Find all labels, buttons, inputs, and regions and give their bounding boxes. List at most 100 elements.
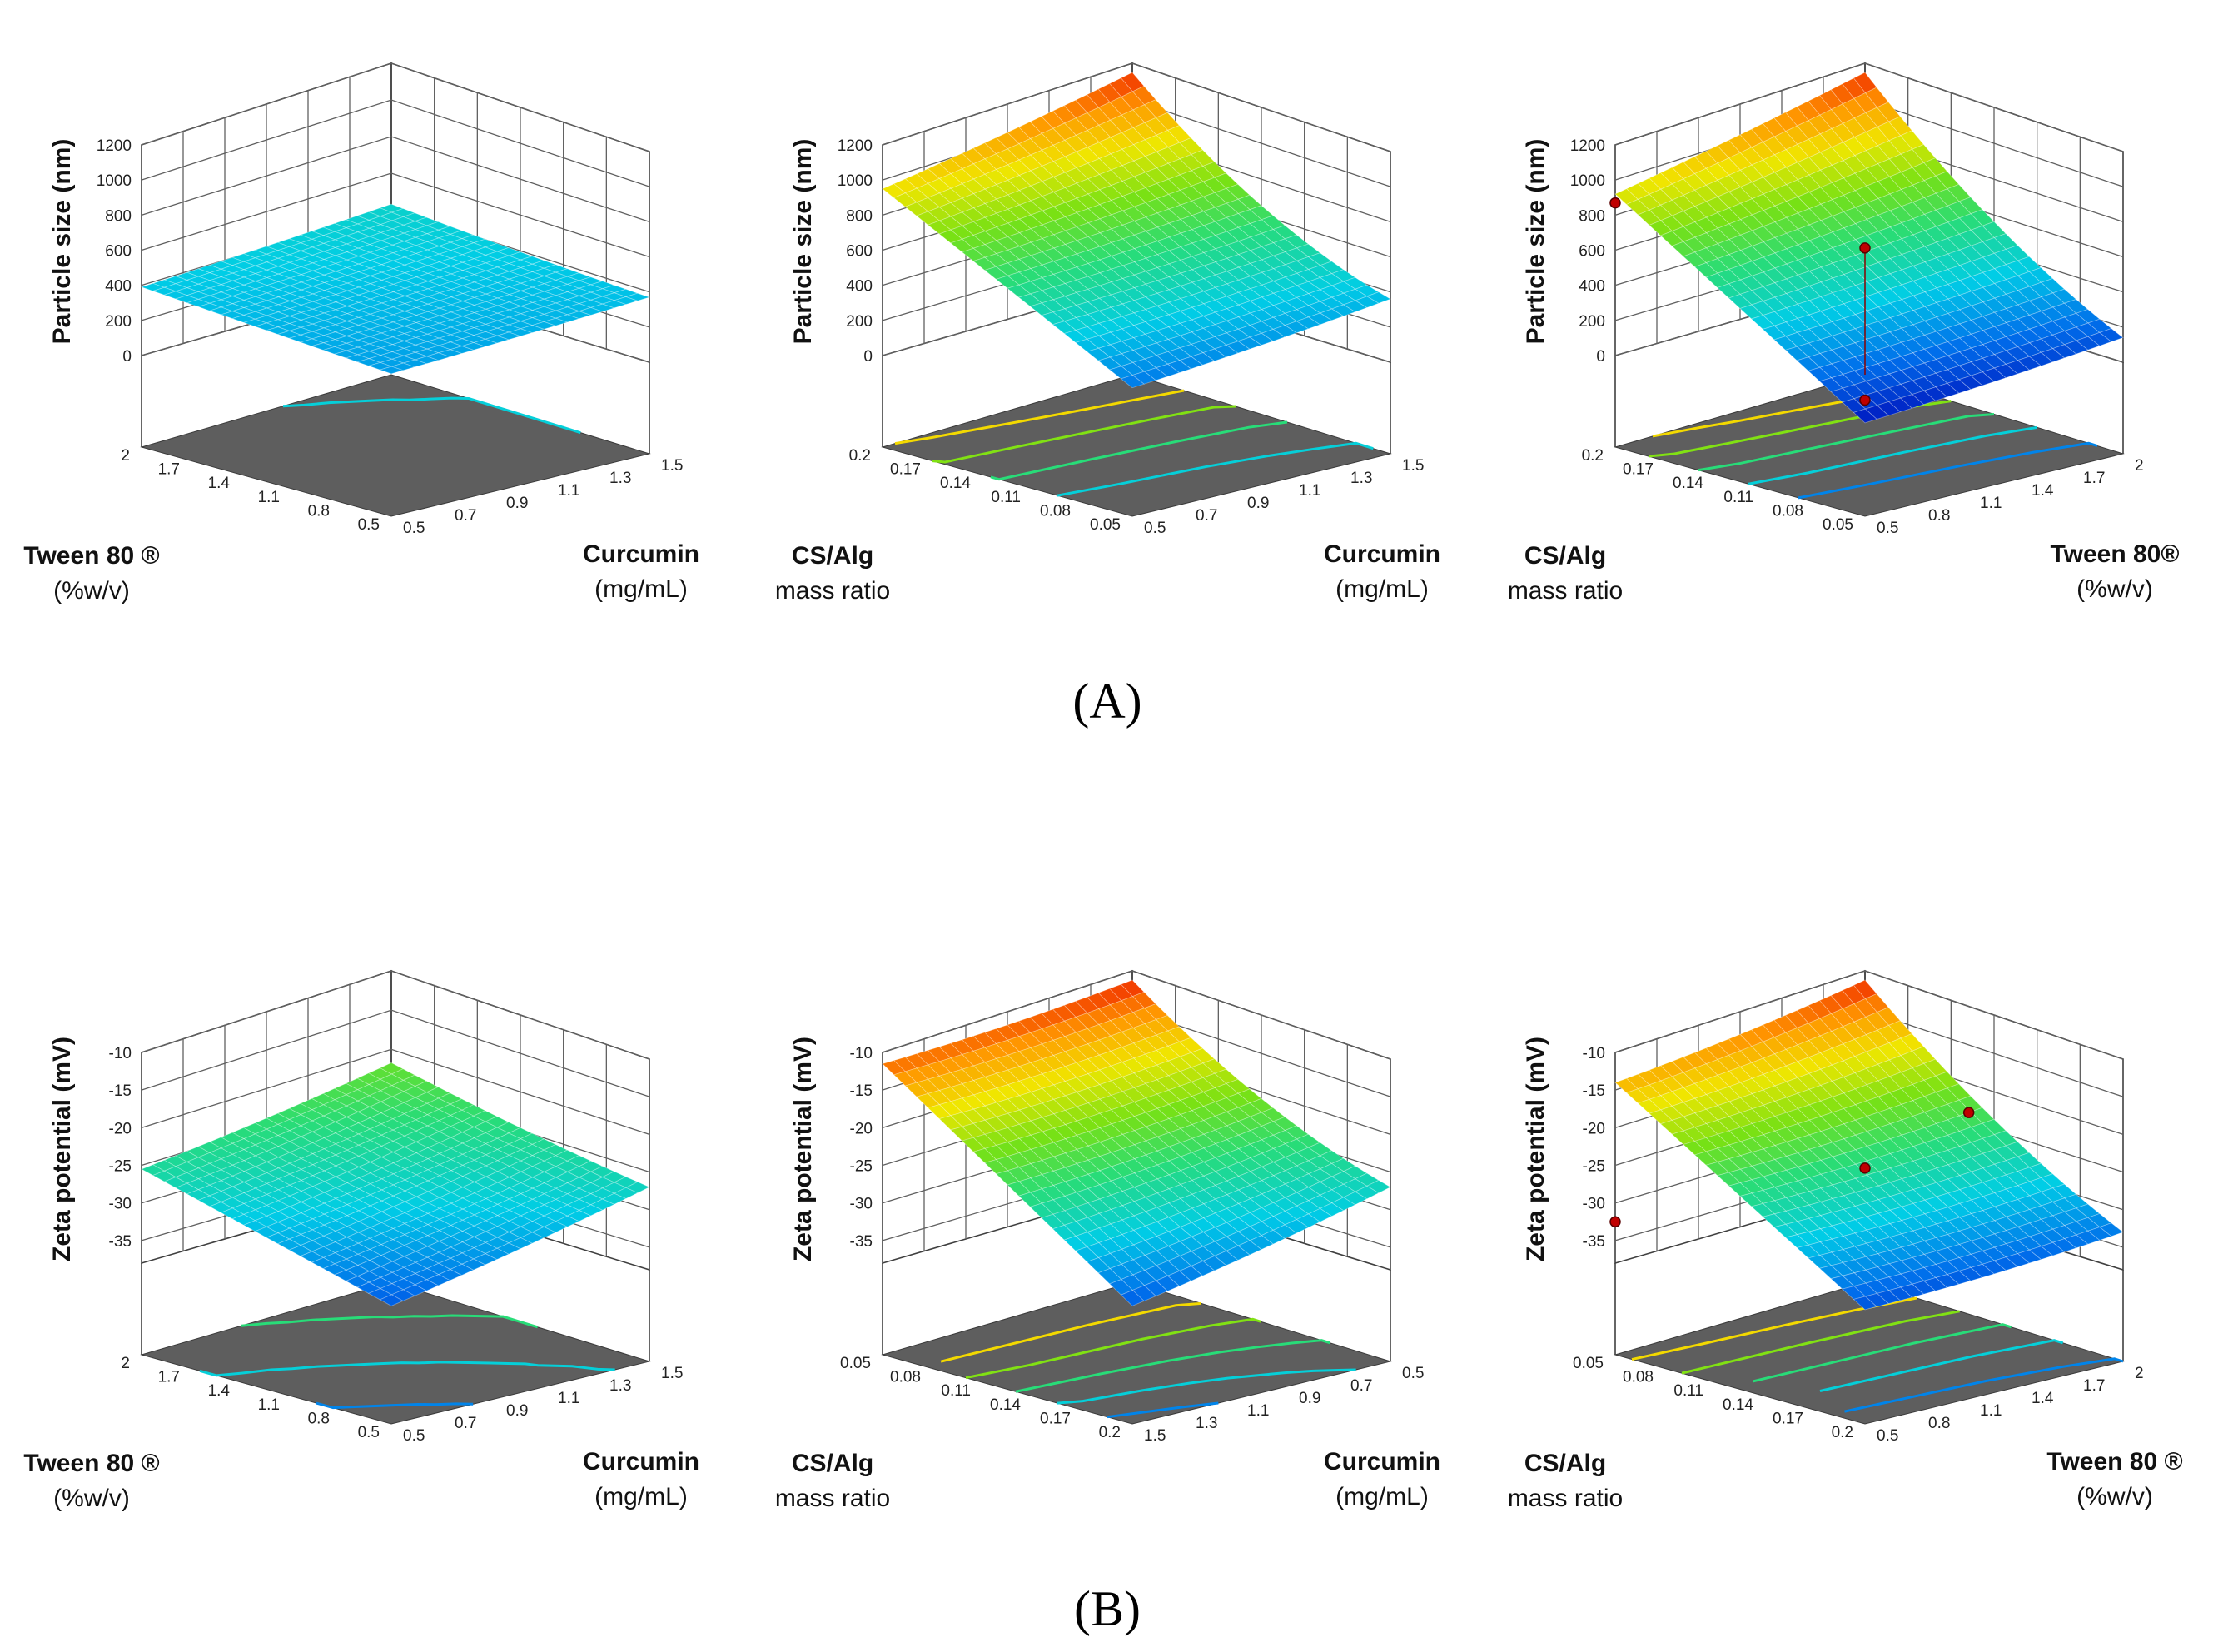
left-axis-tick-label: 0.17 [1040, 1410, 1071, 1427]
left-axis-tick-label: 0.05 [840, 1355, 871, 1372]
right-axis-tick-label: 0.5 [403, 1427, 425, 1445]
z-tick-label: 200 [1579, 313, 1605, 331]
floor-contour-line [316, 1401, 474, 1410]
z-tick-label: 400 [105, 278, 132, 296]
left-axis-tick-label: 2 [121, 1355, 130, 1372]
design-point-marker [1859, 394, 1871, 406]
z-tick-label: -30 [109, 1196, 132, 1213]
z-tick-label: 0 [863, 348, 873, 366]
right-axis-tick-label: 2 [2135, 457, 2144, 475]
z-tick-label: 400 [1579, 278, 1605, 296]
left-axis-tick-label: 0.14 [1673, 475, 1703, 492]
chart-b3: -35 -30 -25 -20 -15 -10 0.05 0.08 0.11 0.14 0.17 0.… [1508, 969, 2183, 1512]
z-axis-title: Particle size (nm) [48, 139, 76, 345]
left-axis-tick-label: 1.7 [158, 1369, 180, 1386]
right-axis-tick-label: 1.5 [1144, 1427, 1166, 1445]
z-tick-label: -25 [850, 1158, 873, 1176]
right-axis-tick-label: 0.8 [1928, 1415, 1950, 1432]
floor-contour-line [282, 396, 581, 435]
left-axis-tick-label: 0.11 [1723, 489, 1753, 506]
right-axis-tick-label: 1.1 [558, 1390, 579, 1407]
z-tick-label: -35 [109, 1233, 132, 1251]
right-axis-tick-label: 0.7 [1196, 507, 1217, 525]
right-axis-tick-label: 2 [2135, 1365, 2144, 1382]
left-axis-title: Tween 80 ® [23, 1450, 159, 1477]
right-axis-tick-label: 0.5 [1402, 1365, 1424, 1382]
right-axis-title: Curcumin [583, 540, 699, 568]
right-axis-tick-label: 0.9 [1299, 1390, 1320, 1407]
left-axis-tick-label: 0.5 [358, 516, 380, 534]
left-axis-tick-label: 0.2 [1832, 1424, 1853, 1441]
z-tick-label: 600 [1579, 243, 1605, 261]
z-axis-title: Zeta potential (mV) [48, 1037, 76, 1261]
left-axis-subtitle: (%w/v) [53, 1485, 130, 1512]
left-axis-tick-label: 0.17 [1623, 461, 1654, 479]
floor-contour-line [1015, 1339, 1331, 1393]
wall-gridline [141, 1048, 650, 1135]
z-tick-label: 1200 [838, 137, 873, 155]
left-axis-title: CS/Alg [792, 542, 873, 570]
z-tick-label: -30 [1583, 1196, 1605, 1213]
z-tick-label: -25 [109, 1158, 132, 1176]
design-point-marker [1859, 242, 1871, 254]
right-axis-tick-label: 1.1 [1299, 482, 1320, 500]
left-axis-subtitle: mass ratio [775, 1485, 890, 1512]
right-axis-tick-label: 1.4 [2032, 1390, 2054, 1407]
z-tick-label: 1000 [1570, 172, 1605, 190]
floor-contour-line [199, 1361, 615, 1377]
left-axis-tick-label: 1.4 [208, 1382, 231, 1400]
z-tick-label: -20 [850, 1120, 873, 1137]
right-axis-subtitle: (mg/mL) [594, 575, 688, 603]
z-tick-label: -35 [850, 1233, 873, 1251]
z-tick-label: 0 [1596, 348, 1605, 366]
left-axis-tick-label: 0.05 [1573, 1355, 1604, 1372]
right-axis-tick-label: 0.8 [1928, 507, 1950, 525]
z-tick-label: -30 [850, 1196, 873, 1213]
z-axis-title: Particle size (nm) [1522, 139, 1549, 345]
z-tick-label: -15 [109, 1082, 132, 1100]
chart-a2: 0 200 400 600 800 1000 1200 0.2 0.17 0.14 0.11 0.08… [775, 62, 1440, 605]
floor-contour-line [1753, 1323, 2012, 1383]
design-point-marker [1962, 1107, 1975, 1118]
z-tick-label: 1200 [1570, 137, 1605, 155]
floor-contour-line [1107, 1401, 1219, 1419]
left-axis-tick-label: 0.11 [991, 489, 1021, 506]
left-axis-tick-label: 1.4 [208, 475, 231, 492]
left-axis-tick-label: 1.1 [258, 489, 280, 506]
z-tick-label: 600 [846, 243, 873, 261]
right-axis-tick-label: 0.5 [1877, 520, 1898, 537]
left-axis-tick-label: 0.14 [940, 475, 971, 492]
surface-cell [379, 1294, 405, 1306]
surface-cell [1120, 375, 1145, 389]
right-axis-tick-label: 1.5 [661, 1365, 683, 1382]
right-axis-tick-label: 1.3 [609, 470, 631, 487]
right-axis-tick-label: 1.5 [1402, 457, 1424, 475]
z-tick-label: 800 [105, 207, 132, 225]
floor-contour-line [1057, 441, 1374, 497]
surface-cell [379, 366, 405, 375]
left-axis-tick-label: 0.05 [1090, 516, 1121, 534]
left-axis-tick-label: 0.2 [1099, 1424, 1121, 1441]
right-axis-tick-label: 0.5 [1144, 520, 1166, 537]
z-tick-label: 0 [122, 348, 132, 366]
z-tick-label: -15 [1583, 1082, 1605, 1100]
z-tick-label: -10 [850, 1045, 873, 1062]
wall-gridline [141, 136, 650, 222]
left-axis-tick-label: 0.08 [1773, 502, 1803, 520]
left-axis-tick-label: 0.2 [1582, 447, 1604, 465]
left-axis-tick-label: 0.05 [1823, 516, 1853, 534]
right-axis-title: Curcumin [1324, 540, 1440, 568]
left-axis-tick-label: 1.7 [158, 461, 180, 479]
panel-label-b: (B) [1074, 1581, 1141, 1636]
z-tick-label: 800 [1579, 207, 1605, 225]
left-axis-tick-label: 0.5 [358, 1424, 380, 1441]
z-tick-label: 800 [846, 207, 873, 225]
left-axis-tick-label: 0.08 [890, 1369, 921, 1386]
left-axis-tick-label: 0.08 [1623, 1369, 1654, 1386]
right-axis-tick-label: 1.4 [2032, 482, 2054, 500]
z-tick-label: -15 [850, 1082, 873, 1100]
left-axis-subtitle: mass ratio [775, 577, 890, 605]
left-axis-tick-label: 0.14 [1723, 1396, 1753, 1414]
wall-gridline [141, 62, 650, 152]
